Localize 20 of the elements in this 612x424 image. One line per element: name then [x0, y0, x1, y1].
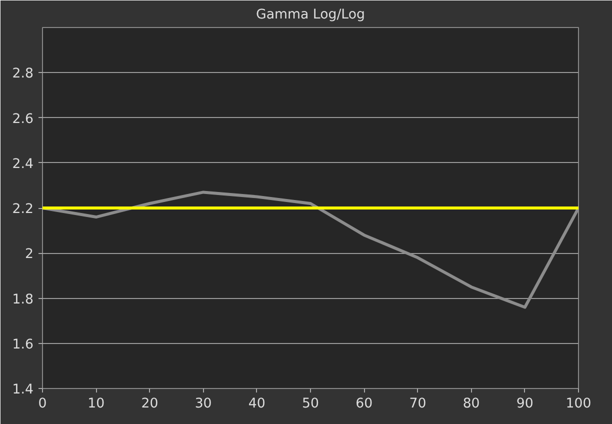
y-tick-label: 2.6: [12, 112, 34, 127]
y-tick-label: 2.4: [12, 156, 34, 172]
x-tick-label: 90: [516, 396, 534, 412]
x-tick-label: 80: [462, 396, 480, 412]
x-tick-label: 50: [302, 396, 319, 412]
x-tick-label: 40: [248, 396, 266, 412]
y-tick-label: 2.8: [12, 66, 34, 82]
x-tick-label: 60: [356, 396, 373, 412]
x-tick-label: 10: [88, 396, 105, 412]
chart-title: Gamma Log/Log: [256, 8, 365, 22]
y-tick-label: 2.2: [12, 202, 34, 217]
x-tick-label: 30: [194, 396, 212, 412]
y-tick-label: 1.6: [12, 337, 34, 352]
x-tick-label: 0: [38, 396, 47, 412]
y-tick-label: 2: [25, 247, 34, 262]
x-tick-label: 70: [409, 396, 426, 412]
y-tick-label: 1.4: [12, 382, 34, 398]
x-tick-label: 100: [566, 396, 592, 412]
y-tick-label: 1.8: [12, 292, 34, 308]
x-tick-label: 20: [141, 396, 158, 412]
